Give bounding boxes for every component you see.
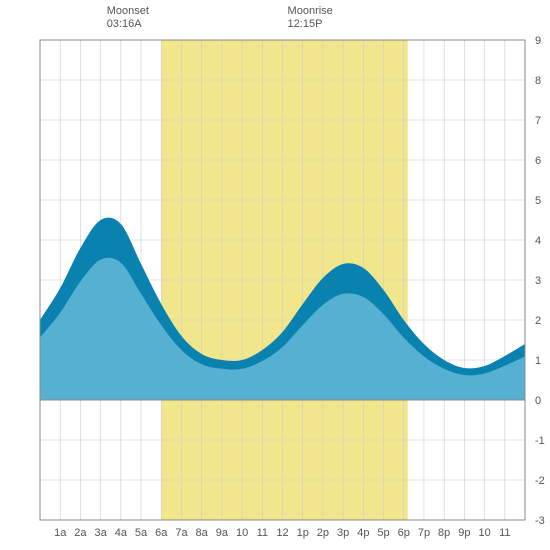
x-tick-label: 9p bbox=[458, 527, 470, 539]
tide-chart: 1a2a3a4a5a6a7a8a9a1011121p2p3p4p5p6p7p8p… bbox=[0, 0, 550, 550]
x-tick-label: 8p bbox=[438, 527, 450, 539]
y-tick-label: 3 bbox=[535, 275, 541, 287]
x-tick-label: 6p bbox=[398, 527, 410, 539]
y-tick-label: 0 bbox=[535, 395, 541, 407]
moonset-title: Moonset bbox=[107, 5, 149, 17]
y-tick-label: 9 bbox=[535, 35, 541, 47]
x-tick-label: 1p bbox=[297, 527, 309, 539]
x-tick-label: 6a bbox=[155, 527, 168, 539]
y-tick-label: -2 bbox=[535, 475, 545, 487]
x-tick-label: 5a bbox=[135, 527, 148, 539]
moonset-time: 03:16A bbox=[107, 18, 143, 30]
x-tick-label: 9a bbox=[216, 527, 229, 539]
y-tick-label: 2 bbox=[535, 315, 541, 327]
x-tick-label: 7p bbox=[418, 527, 430, 539]
x-tick-label: 2a bbox=[74, 527, 87, 539]
y-tick-label: 7 bbox=[535, 115, 541, 127]
x-tick-label: 11 bbox=[499, 527, 510, 539]
x-tick-label: 1a bbox=[54, 527, 67, 539]
moonrise-time: 12:15P bbox=[288, 18, 323, 30]
y-tick-label: 4 bbox=[535, 235, 541, 247]
x-tick-label: 11 bbox=[257, 527, 268, 539]
x-tick-label: 2p bbox=[317, 527, 329, 539]
x-tick-label: 10 bbox=[478, 527, 490, 539]
x-tick-label: 3a bbox=[95, 527, 108, 539]
x-tick-label: 4p bbox=[357, 527, 369, 539]
y-tick-label: 5 bbox=[535, 195, 541, 207]
y-tick-label: 1 bbox=[535, 355, 541, 367]
x-tick-label: 7a bbox=[175, 527, 188, 539]
x-tick-label: 10 bbox=[236, 527, 248, 539]
moonrise-title: Moonrise bbox=[288, 5, 333, 17]
y-tick-label: -1 bbox=[535, 435, 545, 447]
x-tick-label: 5p bbox=[377, 527, 389, 539]
y-tick-label: -3 bbox=[535, 515, 545, 527]
x-tick-label: 3p bbox=[337, 527, 349, 539]
x-tick-label: 4a bbox=[115, 527, 128, 539]
x-tick-label: 12 bbox=[276, 527, 288, 539]
x-tick-label: 8a bbox=[196, 527, 209, 539]
y-tick-label: 6 bbox=[535, 155, 541, 167]
y-tick-label: 8 bbox=[535, 75, 541, 87]
